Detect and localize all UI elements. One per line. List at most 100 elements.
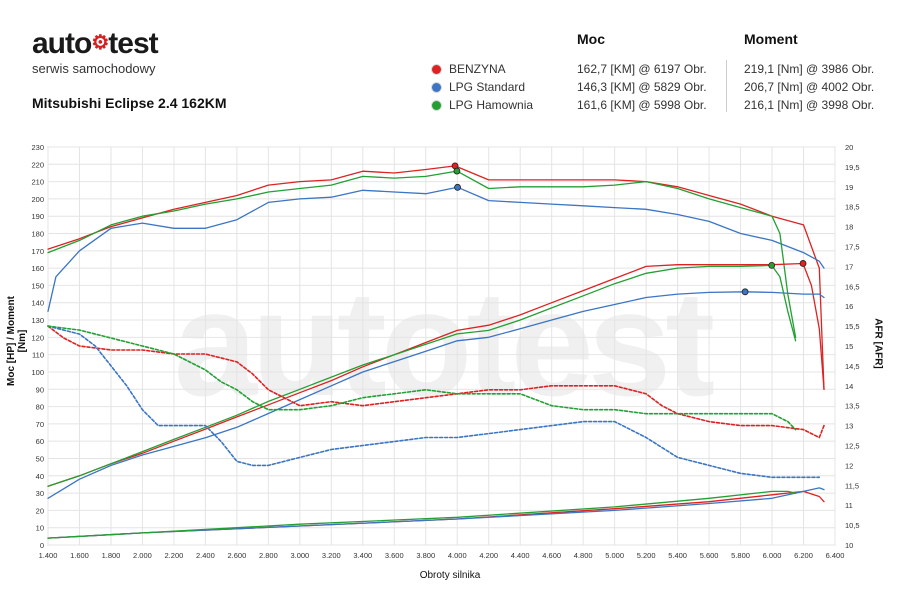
y-right-tick-label: 16,5 <box>845 282 860 291</box>
legend-label: BENZYNA <box>449 62 506 76</box>
y-right-tick-label: 19,5 <box>845 163 860 172</box>
x-tick-label: 1.800 <box>102 551 121 560</box>
y-left-tick-label: 160 <box>31 264 44 273</box>
legend: BENZYNA LPG Standard LPG Hamownia <box>432 60 569 114</box>
legend-label: LPG Standard <box>449 80 526 94</box>
power-value-lpg-standard: 146,3 [KM] @ 5829 Obr. <box>577 80 707 94</box>
x-tick-label: 4.400 <box>511 551 530 560</box>
y-right-tick-label: 18,5 <box>845 203 860 212</box>
x-tick-label: 3.600 <box>385 551 404 560</box>
header-torque: Moment <box>744 31 798 47</box>
y-right-tick-label: 19 <box>845 183 853 192</box>
y-right-tick-label: 15 <box>845 342 853 351</box>
y-left-tick-label: 60 <box>36 437 44 446</box>
y-right-tick-label: 11 <box>845 501 853 510</box>
y-left-tick-label: 50 <box>36 454 44 463</box>
y-axis-left-title: Moc [HP] / Moment [Nm] <box>6 296 28 386</box>
y-left-tick-label: 100 <box>31 368 44 377</box>
torque-value-benzyna: 219,1 [Nm] @ 3986 Obr. <box>744 62 875 76</box>
x-axis-title: Obroty silnika <box>419 570 481 581</box>
x-tick-label: 5.600 <box>700 551 719 560</box>
x-tick-label: 3.400 <box>353 551 372 560</box>
x-tick-label: 4.000 <box>448 551 467 560</box>
legend-item-lpg-standard: LPG Standard <box>432 78 569 96</box>
y-left-tick-label: 180 <box>31 230 44 239</box>
torque-value-lpg-standard: 206,7 [Nm] @ 4002 Obr. <box>744 80 875 94</box>
x-tick-label: 6.200 <box>794 551 813 560</box>
watermark-text: autotest <box>174 259 714 427</box>
y-left-tick-label: 140 <box>31 299 44 308</box>
y-right-tick-label: 10,5 <box>845 521 860 530</box>
y-left-tick-label: 70 <box>36 420 44 429</box>
legend-dot-icon <box>432 82 441 92</box>
x-tick-label: 3.800 <box>416 551 435 560</box>
power-line-lpg-hamownia <box>47 264 797 487</box>
power-values: 162,7 [KM] @ 6197 Obr. 146,3 [KM] @ 5829… <box>577 60 707 114</box>
y-left-tick-label: 30 <box>36 489 44 498</box>
x-tick-label: 1.400 <box>39 551 58 560</box>
y-right-tick-label: 14 <box>845 382 853 391</box>
y-left-tick-label: 220 <box>31 160 44 169</box>
x-tick-label: 5.400 <box>668 551 687 560</box>
y-left-tick-label: 120 <box>31 333 44 342</box>
x-tick-label: 6.000 <box>763 551 782 560</box>
torque-value-lpg-hamownia: 216,1 [Nm] @ 3998 Obr. <box>744 98 875 112</box>
y-right-tick-label: 16 <box>845 302 853 311</box>
autotest-logo: auto⚙test serwis samochodowy <box>32 27 159 77</box>
y-left-tick-label: 0 <box>40 541 44 550</box>
x-tick-label: 4.200 <box>479 551 498 560</box>
power-value-benzyna: 162,7 [KM] @ 6197 Obr. <box>577 62 707 76</box>
column-divider <box>726 60 727 112</box>
peak-marker-lpg-hamownia <box>768 261 776 269</box>
y-left-tick-label: 10 <box>36 524 44 533</box>
logo-gear-icon: ⚙ <box>91 32 109 54</box>
y-right-tick-label: 11,5 <box>845 481 859 490</box>
y-right-tick-label: 15,5 <box>845 322 860 331</box>
loss-line-lpg-hamownia <box>47 490 797 539</box>
y-left-tick-label: 210 <box>31 178 44 187</box>
torque-values: 219,1 [Nm] @ 3986 Obr. 206,7 [Nm] @ 4002… <box>744 60 874 114</box>
x-tick-label: 4.600 <box>542 551 561 560</box>
afr-line-lpg-standard <box>47 325 821 479</box>
x-tick-label: 2.200 <box>165 551 184 560</box>
logo-word-test: test <box>108 27 158 60</box>
legend-dot-icon <box>432 64 441 74</box>
y-right-tick-label: 18 <box>845 223 853 232</box>
afr-line-lpg-hamownia <box>47 325 797 431</box>
x-tick-label: 5.800 <box>731 551 750 560</box>
y-left-tick-label: 20 <box>36 506 44 515</box>
legend-item-lpg-hamownia: LPG Hamownia <box>432 96 569 114</box>
x-tick-label: 2.600 <box>227 551 246 560</box>
y-left-tick-label: 170 <box>31 247 44 256</box>
x-tick-label: 1.600 <box>70 551 89 560</box>
x-tick-label: 5.000 <box>605 551 624 560</box>
logo-word-auto: auto <box>32 27 92 60</box>
x-tick-label: 3.000 <box>290 551 309 560</box>
x-tick-label: 4.800 <box>574 551 593 560</box>
y-axis-right-title: AFR [AFR] <box>872 318 884 369</box>
y-left-tick-label: 130 <box>31 316 44 325</box>
power-line-lpg-standard <box>47 291 825 499</box>
x-tick-label: 2.000 <box>133 551 152 560</box>
peak-marker-lpg-standard <box>454 183 461 191</box>
peak-marker-lpg-hamownia <box>453 167 461 175</box>
y-right-tick-label: 20 <box>845 143 853 152</box>
logo-subtitle: serwis samochodowy <box>32 61 156 76</box>
y-right-tick-label: 12 <box>845 461 853 470</box>
legend-item-benzyna: BENZYNA <box>432 60 569 78</box>
y-left-tick-label: 40 <box>36 472 44 481</box>
y-right-tick-label: 13 <box>845 422 853 431</box>
y-right-tick-label: 17 <box>845 262 853 271</box>
y-left-tick-label: 150 <box>31 281 44 290</box>
x-tick-label: 2.400 <box>196 551 215 560</box>
y-right-tick-label: 14,5 <box>845 362 860 371</box>
torque-line-lpg-standard <box>47 186 825 313</box>
y-left-tick-label: 80 <box>36 403 44 412</box>
y-left-tick-label: 230 <box>31 143 44 152</box>
power-line-benzyna <box>47 262 825 487</box>
y-right-tick-label: 12,5 <box>845 442 860 451</box>
logo-wordmark: auto⚙test <box>32 27 159 60</box>
y-left-tick-label: 110 <box>32 351 44 360</box>
x-tick-label: 5.200 <box>637 551 656 560</box>
